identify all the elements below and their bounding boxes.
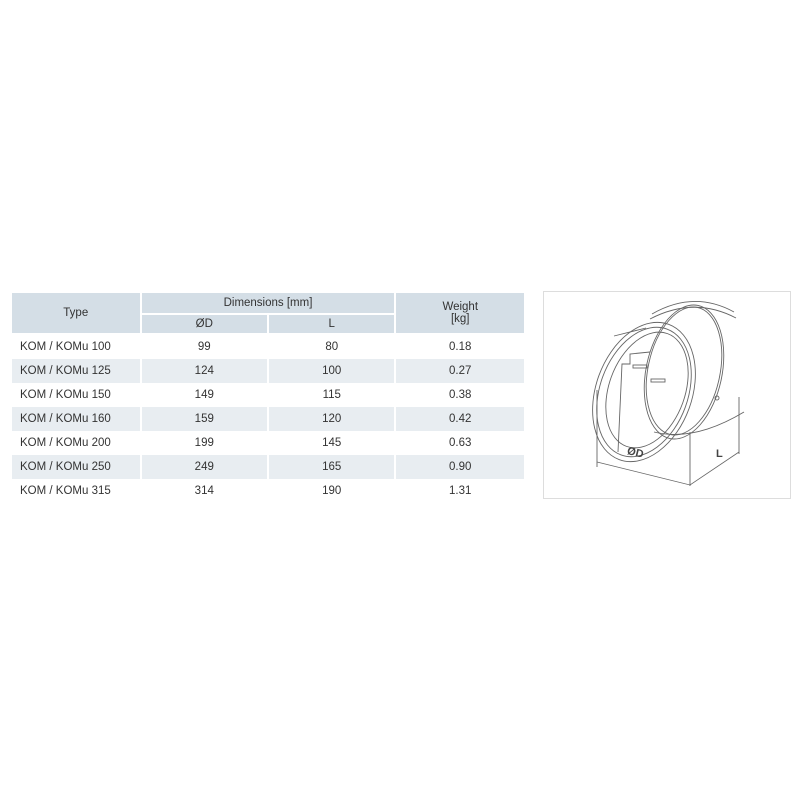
weight-unit: [kg] [450,313,470,325]
table-row: KOM / KOMu 250 249 165 0.90 [12,455,524,479]
header-weight: Weight [kg] [396,293,524,333]
type-cell: KOM / KOMu 160 [12,407,140,431]
weight-cell: 0.42 [396,407,524,431]
table-row: KOM / KOMu 150 149 115 0.38 [12,383,524,407]
weight-cell: 0.27 [396,359,524,383]
diameter-cell: 99 [141,333,267,359]
diameter-cell: 314 [194,485,214,497]
diameter-cell: 124 [141,359,267,383]
header-length: L [269,313,395,333]
type-cell: KOM / KOMu 100 [12,333,140,359]
type-cell: KOM / KOMu 315 [20,485,111,497]
damper-drawing: ØD L [543,291,791,499]
table-row: KOM / KOMu 315 314 190 1.31 [12,479,524,503]
dimensions-table: Type Dimensions [mm] Weight [kg] ØD L KOM… [10,293,526,503]
length-cell: 80 [269,333,395,359]
diameter-cell: 159 [141,407,267,431]
length-label: L [716,448,723,460]
diameter-cell: 249 [141,455,267,479]
weight-label: Weight [442,301,479,313]
table-row: KOM / KOMu 200 199 145 0.63 [12,431,524,455]
weight-cell: 0.18 [396,333,524,359]
weight-cell: 0.38 [449,389,472,401]
type-cell: KOM / KOMu 200 [20,437,111,449]
weight-cell: 0.90 [396,455,524,479]
diameter-cell: 199 [194,437,214,449]
weight-cell: 1.31 [449,485,472,497]
diameter-cell: 149 [194,389,214,401]
length-cell: 190 [322,485,342,497]
header-diameter: ØD [141,313,267,333]
length-cell: 100 [269,359,395,383]
header-dimensions: Dimensions [mm] [141,293,395,313]
table-row: KOM / KOMu 160 159 120 0.42 [12,407,524,431]
weight-cell: 0.63 [449,437,472,449]
header-type: Type [12,293,140,333]
length-cell: 145 [322,437,342,449]
type-cell: KOM / KOMu 150 [20,389,111,401]
length-cell: 120 [269,407,395,431]
length-cell: 165 [269,455,395,479]
length-cell: 115 [322,389,341,401]
table-row: KOM / KOMu 125 124 100 0.27 [12,359,524,383]
type-cell: KOM / KOMu 125 [12,359,140,383]
type-cell: KOM / KOMu 250 [12,455,140,479]
table-row: KOM / KOMu 100 99 80 0.18 [12,333,524,359]
damper-illustration [592,301,745,486]
